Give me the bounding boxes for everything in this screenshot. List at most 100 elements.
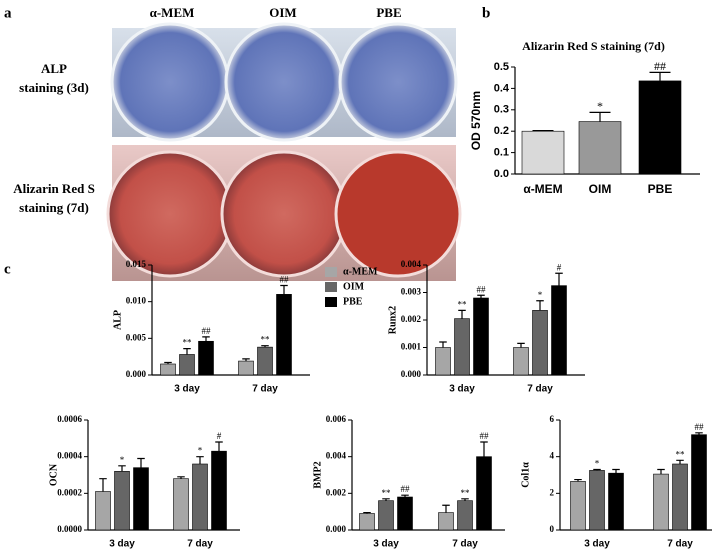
bar (198, 340, 214, 376)
bar (378, 500, 394, 531)
x-tick-label: 7 day (667, 539, 693, 550)
bar (521, 130, 565, 175)
bar (551, 285, 567, 376)
y-tick-label: 0.015 (126, 259, 147, 269)
y-tick-label: 2 (550, 487, 555, 497)
x-tick-label: 3 day (174, 384, 200, 395)
error-bar (280, 284, 288, 295)
annotation: * (198, 446, 203, 456)
error-bar (99, 478, 107, 492)
annotation: ## (202, 326, 212, 336)
bar (570, 481, 586, 531)
y-tick-label: 0.006 (326, 414, 347, 424)
error-bar (612, 468, 620, 474)
bar (95, 491, 111, 531)
row-label: ALP (41, 61, 67, 76)
error-bar (439, 341, 447, 348)
row-label: Alizarin Red S (13, 181, 95, 196)
error-bar (589, 111, 611, 122)
x-tick-label: 3 day (373, 539, 399, 550)
annotation: ## (477, 284, 487, 294)
bar (578, 121, 622, 175)
y-axis-label: ALP (112, 310, 123, 330)
error-bar (532, 129, 554, 132)
y-axis-label: OD 570nm (469, 91, 483, 150)
bar (457, 500, 473, 531)
y-axis-label: Col1α (520, 462, 531, 488)
bar (435, 347, 451, 376)
x-tick-label: α-MEM (523, 182, 562, 196)
x-tick-label: 3 day (449, 384, 475, 395)
annotation: # (217, 431, 222, 441)
y-tick-label: 0.002 (401, 314, 422, 324)
error-bar (461, 498, 469, 501)
bar (276, 294, 292, 376)
error-bar (695, 432, 703, 435)
bar (238, 360, 254, 376)
x-tick-label: 7 day (452, 539, 478, 550)
y-tick-label: 0.004 (401, 259, 422, 269)
chart-title: Alizarin Red S staining (7d) (522, 39, 665, 53)
legend-label: PBE (343, 296, 363, 307)
bar (476, 456, 492, 531)
error-bar (261, 345, 269, 348)
annotation: ## (654, 59, 666, 73)
error-bar (215, 441, 223, 452)
annotation: ## (280, 275, 290, 285)
error-bar (164, 361, 172, 364)
x-tick-label: 7 day (252, 384, 278, 395)
annotation: # (557, 262, 562, 272)
y-tick-label: 0.010 (126, 296, 147, 306)
y-axis-label: BMP2 (312, 461, 323, 488)
y-tick-label: 0.2 (494, 125, 509, 137)
bar (397, 496, 413, 531)
y-tick-label: 0.003 (401, 287, 422, 297)
bar (173, 478, 189, 531)
y-tick-label: 0.4 (494, 82, 510, 94)
bar (653, 473, 669, 531)
error-bar (401, 494, 409, 497)
error-bar (118, 465, 126, 472)
y-tick-label: 0.000 (326, 524, 347, 534)
error-bar (202, 336, 210, 342)
y-tick-label: 0.0000 (57, 524, 82, 534)
annotation: ** (183, 338, 193, 348)
error-bar (676, 459, 684, 464)
error-bar (536, 300, 544, 311)
bar (160, 363, 176, 376)
error-bar (649, 71, 671, 81)
annotation: ** (676, 449, 686, 459)
y-axis-label: Runx2 (387, 306, 398, 334)
photo-alp (110, 22, 458, 142)
error-bar (196, 456, 204, 464)
panel-label: c (4, 261, 11, 277)
x-tick-label: 7 day (187, 539, 213, 550)
y-axis-label: OCN (48, 463, 59, 486)
column-label: PBE (376, 5, 401, 20)
annotation: * (538, 290, 543, 300)
annotation: ## (695, 422, 705, 432)
x-tick-label: PBE (648, 182, 673, 196)
error-bar (657, 468, 665, 475)
y-tick-label: 0.1 (494, 147, 509, 159)
annotation: ** (461, 488, 471, 498)
annotation: ** (458, 299, 468, 309)
x-tick-label: 7 day (527, 384, 553, 395)
legend-label: OIM (343, 281, 365, 292)
legend-swatch (325, 297, 337, 307)
bar (114, 471, 130, 531)
error-bar (593, 468, 601, 471)
bar (691, 434, 707, 531)
y-tick-label: 0.000 (126, 369, 147, 379)
legend-swatch (325, 282, 337, 292)
annotation: ## (401, 484, 411, 494)
row-label: staining (7d) (19, 200, 89, 215)
error-bar (183, 348, 191, 355)
bar (672, 463, 688, 531)
error-bar (242, 358, 250, 362)
y-tick-label: 0.001 (401, 342, 422, 352)
photo-alizarin (106, 145, 462, 281)
y-tick-label: 0 (550, 524, 555, 534)
error-bar (363, 511, 371, 514)
